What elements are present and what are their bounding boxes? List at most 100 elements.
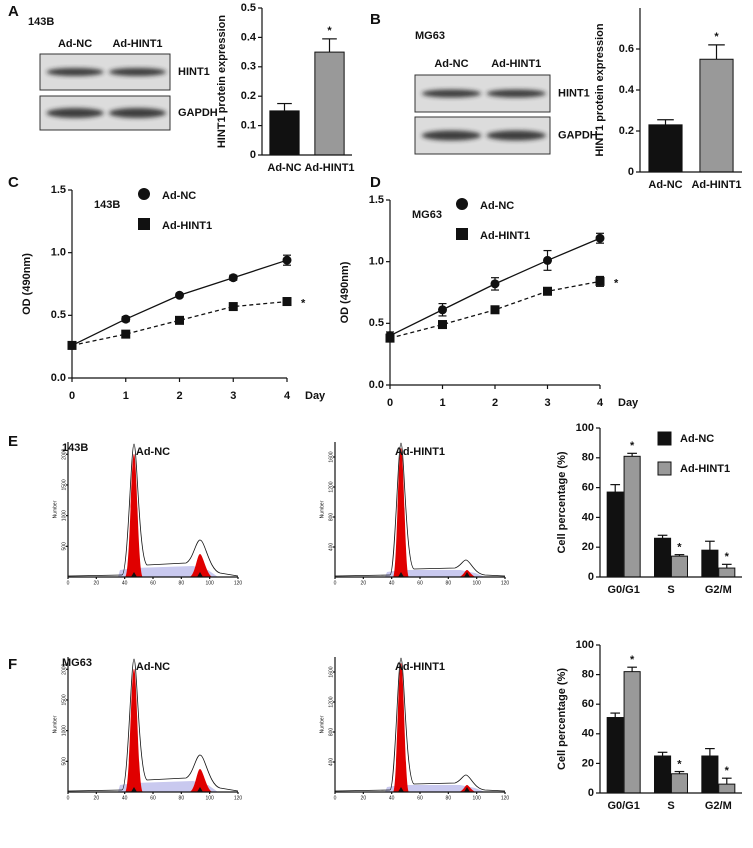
significance-mark: * xyxy=(677,758,682,770)
y-tick-label: 1500 xyxy=(61,694,67,705)
x-tick-label: 3 xyxy=(544,397,550,409)
x-tick-label: 120 xyxy=(234,795,243,801)
x-tick-label: 60 xyxy=(417,580,423,586)
point xyxy=(175,315,184,325)
error-bar xyxy=(721,563,732,569)
blot-band-label: HINT1 xyxy=(558,87,590,99)
legend-swatch xyxy=(657,431,672,446)
chart-title: Ad-NC xyxy=(136,446,170,458)
blot-band-label: GAPDH xyxy=(558,129,598,141)
x-tick-label: 40 xyxy=(122,580,128,586)
legend-label: Ad-NC xyxy=(680,433,714,445)
x-tick-label: 0 xyxy=(67,795,70,801)
point xyxy=(282,297,292,307)
error-bar xyxy=(705,747,715,756)
panel-letter: D xyxy=(370,174,381,191)
significance-mark: * xyxy=(725,551,730,563)
x-tick-label: S xyxy=(667,584,674,596)
x-tick-label: Ad-HINT1 xyxy=(304,162,354,174)
y-tick-label: 0.4 xyxy=(619,84,635,96)
y-tick-label: 1600 xyxy=(328,666,334,677)
y-tick-label: 20 xyxy=(582,541,594,553)
x-tick-label: G2/M xyxy=(705,800,732,812)
bar xyxy=(648,124,683,173)
x-tick-label: S xyxy=(667,800,674,812)
legend-label: Ad-HINT1 xyxy=(680,463,730,475)
x-tick-label: 2 xyxy=(176,390,182,402)
point xyxy=(175,290,184,300)
y-tick-label: 0.0 xyxy=(51,372,66,384)
legend-swatch xyxy=(657,461,672,476)
y-tick-label: 0.6 xyxy=(619,43,634,55)
bar xyxy=(606,491,624,578)
y-tick-label: 0.5 xyxy=(369,317,384,329)
y-tick-label: 20 xyxy=(582,757,594,769)
legend-marker xyxy=(456,228,468,240)
panel-letter: E xyxy=(8,433,18,450)
y-tick-label: 1000 xyxy=(61,510,67,521)
legend-marker xyxy=(138,188,150,200)
x-tick-label: 80 xyxy=(179,580,185,586)
y-axis-label: Cell percentage (%) xyxy=(556,451,568,553)
chart-title: Ad-HINT1 xyxy=(395,446,445,458)
bar xyxy=(670,773,688,794)
bar xyxy=(606,717,624,794)
blot-band xyxy=(108,68,167,76)
x-tick-label: Ad-NC xyxy=(267,162,301,174)
x-tick-label: 100 xyxy=(472,795,481,801)
x-tick-label: 3 xyxy=(230,390,236,402)
x-tick-label: G0/G1 xyxy=(607,584,639,596)
x-tick-label: 4 xyxy=(597,397,604,409)
blot-lane-label: Ad-NC xyxy=(58,38,92,50)
point xyxy=(228,273,238,283)
error-bar xyxy=(610,484,621,493)
y-tick-label: 400 xyxy=(328,543,334,552)
x-tick-label: 20 xyxy=(94,580,100,586)
point xyxy=(543,286,552,296)
y-tick-label: 80 xyxy=(582,452,594,464)
bar xyxy=(701,549,719,578)
x-tick-label: 0 xyxy=(387,397,393,409)
flow-histogram xyxy=(68,443,238,577)
point xyxy=(121,329,131,339)
chart-title: Ad-HINT1 xyxy=(395,661,445,673)
x-tick-label: 100 xyxy=(472,580,481,586)
bar xyxy=(623,671,641,794)
blot-band xyxy=(108,108,167,118)
y-tick-label: 100 xyxy=(576,639,594,651)
error-bar xyxy=(322,38,337,53)
legend-label: Ad-HINT1 xyxy=(480,230,530,242)
y-tick-label: 0.4 xyxy=(241,31,257,43)
x-tick-label: 20 xyxy=(361,580,367,586)
y-tick-label: 0 xyxy=(250,149,256,161)
bar xyxy=(718,783,736,794)
blot-cell-line: 143B xyxy=(28,16,54,28)
legend-label: Ad-HINT1 xyxy=(162,220,212,232)
panel-letter: B xyxy=(370,11,381,28)
x-tick-label: G2/M xyxy=(705,584,732,596)
x-tick-label: 100 xyxy=(205,580,214,586)
y-tick-label: 800 xyxy=(328,728,334,737)
point xyxy=(490,305,500,315)
panel-letter: F xyxy=(8,656,17,673)
x-tick-label: 40 xyxy=(389,580,395,586)
flow-histogram xyxy=(68,658,238,792)
significance-mark: * xyxy=(630,440,635,452)
x-tick-label: 40 xyxy=(389,795,395,801)
panel-letter: C xyxy=(8,174,19,191)
y-axis-label: Number xyxy=(319,500,325,518)
y-tick-label: 2000 xyxy=(61,448,67,459)
x-tick-label: 60 xyxy=(150,795,156,801)
error-bar xyxy=(277,102,292,111)
x-tick-label: 20 xyxy=(94,795,100,801)
y-tick-label: 0.5 xyxy=(51,309,66,321)
blot-band-label: HINT1 xyxy=(178,66,210,78)
x-tick-label: 1 xyxy=(123,390,129,402)
blot-lane-label: Ad-HINT1 xyxy=(112,38,162,50)
x-tick-label: 80 xyxy=(446,795,452,801)
error-bar xyxy=(657,751,668,756)
x-tick-label: 0 xyxy=(334,795,337,801)
y-tick-label: 500 xyxy=(61,757,67,766)
y-axis-label: OD (490nm) xyxy=(339,261,351,323)
y-tick-label: 0.5 xyxy=(241,2,256,14)
